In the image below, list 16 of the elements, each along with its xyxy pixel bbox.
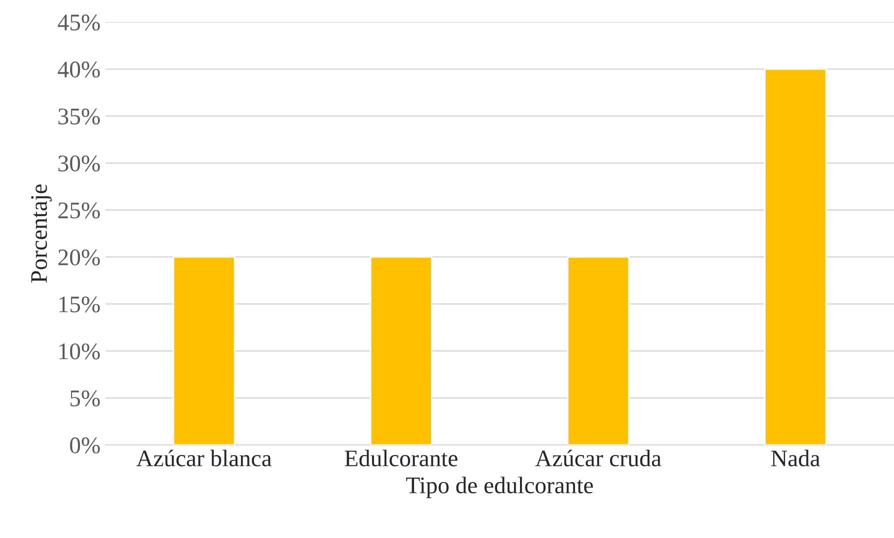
y-tick-label: 0% <box>70 437 100 454</box>
y-axis-title: Porcentaje <box>31 184 52 283</box>
y-tick-label: 10% <box>59 343 100 360</box>
x-tick-label: Azúcar blanca <box>136 450 272 466</box>
y-tick-label: 25% <box>58 202 100 218</box>
y-tick-label: 15% <box>59 296 100 312</box>
y-tick-label: 35% <box>58 108 100 125</box>
y-tick-label: 20% <box>58 249 100 266</box>
y-tick-label: 5% <box>70 390 100 406</box>
x-tick-label: Edulcorante <box>344 450 458 466</box>
x-tick-label: Nada <box>771 450 820 466</box>
y-tick-label: 30% <box>58 156 100 172</box>
y-tick-label: 45% <box>58 14 100 31</box>
x-tick-label: Azúcar cruda <box>535 450 662 466</box>
x-axis-title: Tipo de edulcorante <box>406 476 593 498</box>
y-tick-label: 40% <box>58 62 100 78</box>
